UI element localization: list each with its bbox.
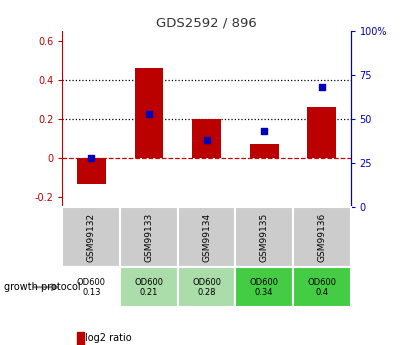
Point — [88, 155, 95, 160]
Text: OD600
0.13: OD600 0.13 — [77, 277, 106, 297]
Bar — [293, 267, 351, 307]
Text: GSM99133: GSM99133 — [144, 213, 154, 262]
Text: GSM99134: GSM99134 — [202, 213, 211, 262]
Bar — [307, 107, 336, 158]
Text: OD600
0.21: OD600 0.21 — [135, 277, 163, 297]
Text: GSM99136: GSM99136 — [317, 213, 326, 262]
Title: GDS2592 / 896: GDS2592 / 896 — [156, 17, 257, 30]
Bar — [77, 158, 106, 184]
Text: growth protocol: growth protocol — [4, 282, 81, 292]
Bar — [135, 68, 163, 158]
Bar — [178, 207, 235, 267]
Bar — [120, 267, 178, 307]
Text: GSM99132: GSM99132 — [87, 213, 96, 262]
Bar — [178, 267, 235, 307]
Point — [146, 111, 152, 117]
Bar — [235, 207, 293, 267]
Point — [319, 85, 325, 90]
Bar — [62, 267, 120, 307]
Bar — [250, 145, 278, 158]
Bar — [120, 207, 178, 267]
Point — [204, 137, 210, 143]
Text: OD600
0.4: OD600 0.4 — [307, 277, 336, 297]
Point — [261, 129, 268, 134]
Text: OD600
0.28: OD600 0.28 — [192, 277, 221, 297]
Bar — [62, 207, 120, 267]
Bar — [192, 119, 221, 158]
Text: OD600
0.34: OD600 0.34 — [250, 277, 278, 297]
Bar — [235, 267, 293, 307]
Text: log2 ratio: log2 ratio — [85, 333, 131, 343]
Bar — [293, 207, 351, 267]
Text: GSM99135: GSM99135 — [260, 213, 269, 262]
